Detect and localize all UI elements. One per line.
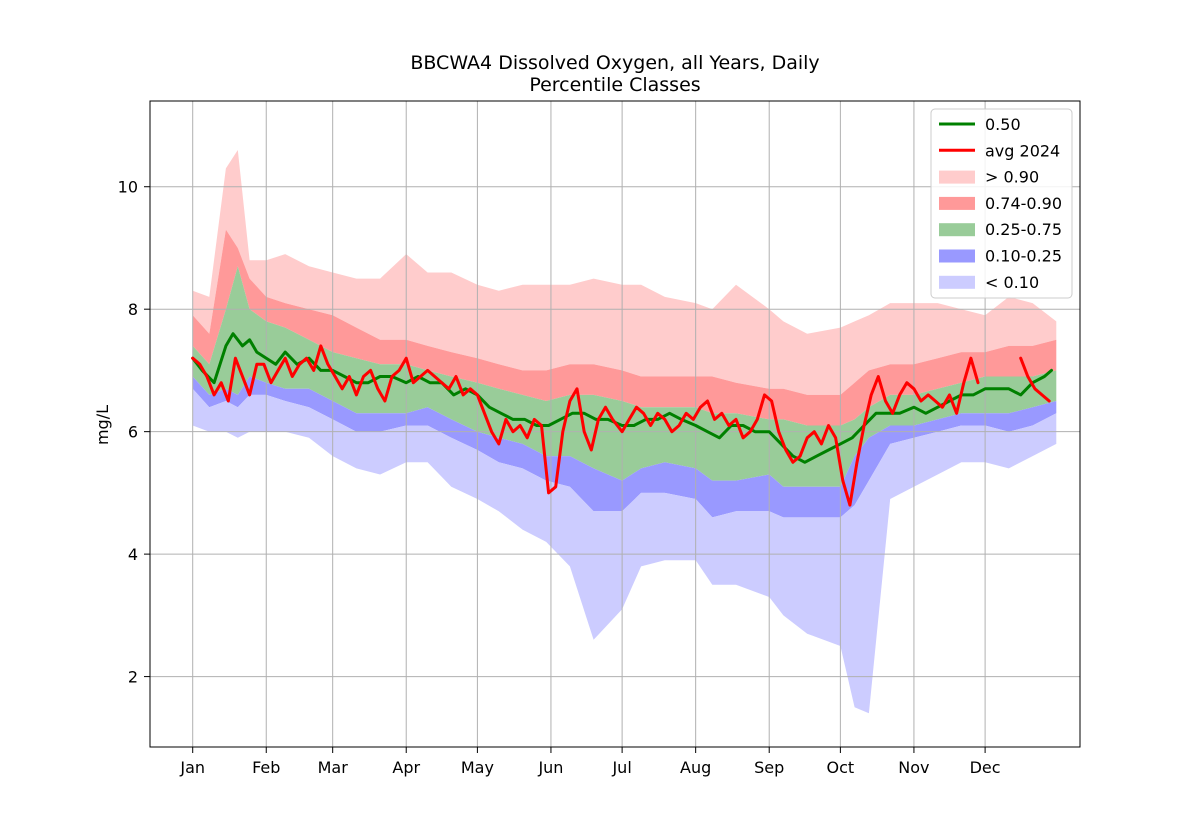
x-tick-label: Jul [611, 758, 631, 777]
x-tick-label: Apr [392, 758, 420, 777]
y-axis-label: mg/L [93, 405, 112, 445]
y-tick-label: 8 [128, 300, 138, 319]
legend-swatch-patch [939, 196, 975, 210]
y-tick-label: 2 [128, 668, 138, 687]
legend-label: 0.10-0.25 [985, 247, 1062, 266]
band-74-90 [192, 229, 1057, 426]
chart-subtitle: Percentile Classes [529, 74, 700, 96]
chart-title: BBCWA4 Dissolved Oxygen, all Years, Dail… [410, 52, 819, 74]
legend-label: avg 2024 [985, 141, 1060, 160]
x-tick-label: Aug [680, 758, 711, 777]
series-line-avg-2024 [191, 344, 1051, 507]
legend-label: 0.50 [985, 115, 1021, 134]
legend-swatch-patch [939, 170, 975, 184]
y-axis: 2 4 6 8 10 [118, 178, 150, 687]
x-tick-label: Jan [179, 758, 205, 777]
x-tick-label: Mar [318, 758, 349, 777]
x-axis: Jan Feb Mar Apr May Jun Jul Aug Sep Oct Nov Dec [179, 747, 1001, 777]
legend: 0.50 avg 2024 > 0.90 0.74-0.90 0.25-0.75 0.10… [930, 108, 1073, 299]
x-tick-label: Nov [898, 758, 929, 777]
band-10-25 [192, 376, 1057, 518]
x-tick-label: May [461, 758, 494, 777]
y-tick-label: 4 [128, 545, 138, 564]
legend-swatch-patch [939, 223, 975, 237]
series-lines [191, 332, 1053, 507]
legend-swatch-patch [939, 249, 975, 263]
x-tick-label: Sep [754, 758, 784, 777]
plot-frame [149, 100, 1081, 748]
legend-label: 0.74-0.90 [985, 194, 1062, 213]
legend-label: < 0.10 [985, 273, 1039, 292]
x-tick-label: Jun [537, 758, 563, 777]
legend-label: 0.25-0.75 [985, 220, 1062, 239]
grid [150, 101, 1080, 747]
y-tick-label: 6 [128, 423, 138, 442]
legend-swatch-patch [939, 275, 975, 289]
x-tick-label: Dec [970, 758, 1001, 777]
x-tick-label: Oct [827, 758, 855, 777]
y-tick-label: 10 [118, 178, 138, 197]
x-tick-label: Feb [252, 758, 280, 777]
legend-label: > 0.90 [985, 168, 1039, 187]
